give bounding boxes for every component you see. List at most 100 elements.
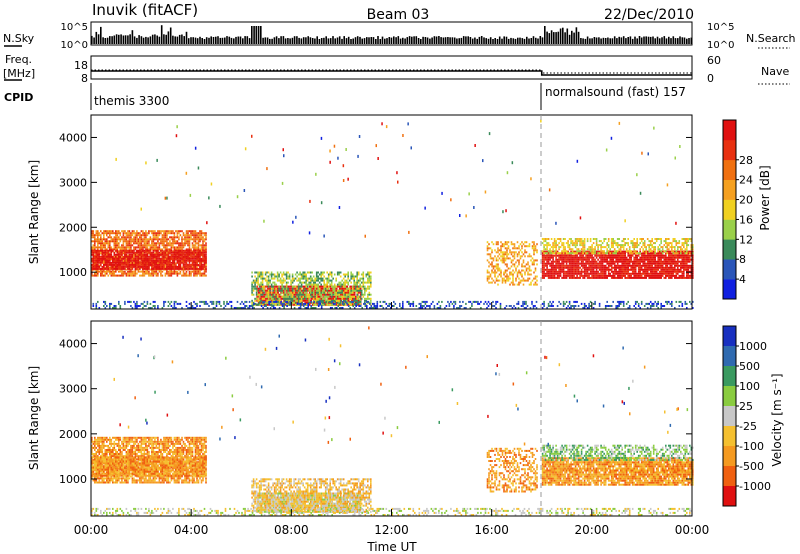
- echo-cell: [550, 256, 553, 259]
- nsky-bar: [255, 26, 258, 44]
- echo-cell: [106, 265, 108, 268]
- echo-cell: [302, 299, 305, 302]
- echo-cell: [512, 259, 514, 262]
- echo-cell: [258, 289, 261, 292]
- echo-cell: [142, 232, 144, 235]
- echo-cell: [627, 272, 629, 275]
- echo-cell: [131, 253, 134, 256]
- echo-cell: [326, 289, 328, 292]
- echo-cell: [251, 287, 253, 290]
- echo-cell: [282, 297, 285, 300]
- echo-cell: [279, 277, 282, 280]
- echo-cell: [145, 234, 147, 237]
- echo-cell: [576, 256, 578, 259]
- echo-cell: [571, 264, 574, 267]
- echo-cell: [588, 264, 590, 267]
- nsky-bar: [244, 36, 246, 44]
- echo-cell: [178, 238, 180, 241]
- nsearch-right-tick-top: 10^5: [707, 22, 734, 33]
- echo-cell: [506, 251, 508, 254]
- echo-cell: [110, 232, 113, 235]
- echo-cell: [615, 264, 617, 267]
- echo-cell: [582, 270, 584, 273]
- echo-cell: [107, 259, 110, 262]
- nsky-bar: [577, 31, 580, 44]
- echo-cell: [140, 248, 143, 251]
- echo-cell: [521, 279, 523, 282]
- echo-cell: [199, 244, 201, 247]
- echo-cell: [329, 287, 332, 290]
- echo-cell: [510, 271, 513, 274]
- echo-cell: [625, 266, 628, 269]
- echo-cell: [556, 250, 559, 253]
- echo-cell: [95, 274, 98, 277]
- echo-cell: [130, 236, 132, 239]
- echo-cell: [362, 279, 365, 282]
- echo-cell: [170, 251, 173, 254]
- echo-cell: [116, 238, 119, 241]
- echo-cell: [344, 279, 346, 282]
- echo-cell: [633, 268, 635, 271]
- echo-cell: [119, 265, 122, 268]
- echo-cell: [637, 262, 640, 265]
- echo-cell: [488, 277, 490, 280]
- echo-cell: [155, 263, 158, 266]
- echo-cell: [497, 265, 499, 268]
- echo-cell: [176, 236, 179, 239]
- echo-cell: [637, 270, 640, 273]
- echo-cell: [333, 273, 336, 276]
- echo-cell: [103, 242, 105, 245]
- echo-cell: [148, 270, 150, 273]
- echo-cell: [312, 283, 315, 286]
- echo-cell: [324, 285, 327, 288]
- echo-cell: [570, 270, 572, 273]
- echo-cell: [155, 267, 158, 270]
- echo-cell: [143, 234, 146, 237]
- echo-cell: [497, 241, 499, 244]
- echo-cell: [107, 261, 110, 264]
- echo-cell: [127, 249, 129, 252]
- echo-cell: [100, 255, 102, 258]
- echo-cell: [103, 270, 105, 273]
- echo-cell: [534, 275, 537, 278]
- nsky-bar: [320, 38, 323, 44]
- echo-cell: [140, 234, 143, 237]
- echo-cell: [278, 297, 280, 300]
- echo-cell: [503, 255, 505, 258]
- echo-cell: [621, 272, 623, 275]
- echo-cell: [133, 262, 135, 265]
- echo-cell: [139, 264, 141, 267]
- nsky-bar: [194, 37, 197, 44]
- echo-cell: [530, 259, 532, 262]
- echo-cell: [110, 272, 113, 275]
- nsky-bar: [302, 37, 305, 44]
- echo-cell: [92, 259, 95, 262]
- echo-cell: [161, 267, 164, 270]
- echo-cell: [199, 267, 201, 270]
- echo-cell: [592, 260, 595, 263]
- echo-cell: [200, 267, 203, 270]
- echo-cell: [345, 279, 348, 282]
- echo-cell: [544, 256, 547, 259]
- echo-cell: [113, 256, 116, 259]
- echo-cell: [125, 263, 128, 266]
- echo-cell: [203, 240, 206, 243]
- echo-cell: [489, 257, 492, 260]
- echo-cell: [351, 289, 354, 292]
- echo-cell: [332, 297, 335, 300]
- echo-cell: [305, 285, 307, 288]
- echo-cell: [256, 299, 258, 302]
- echo-cell: [338, 293, 340, 296]
- nsky-bar: [411, 36, 413, 44]
- echo-cell: [178, 265, 180, 268]
- echo-cell: [625, 272, 628, 275]
- echo-cell: [110, 246, 113, 249]
- echo-cell: [127, 240, 129, 243]
- echo-cell: [176, 274, 179, 277]
- echo-cell: [146, 246, 149, 249]
- echo-cell: [179, 246, 182, 249]
- echo-cell: [589, 260, 592, 263]
- echo-cell: [134, 272, 137, 275]
- echo-cell: [364, 299, 366, 302]
- echo-cell: [169, 261, 171, 264]
